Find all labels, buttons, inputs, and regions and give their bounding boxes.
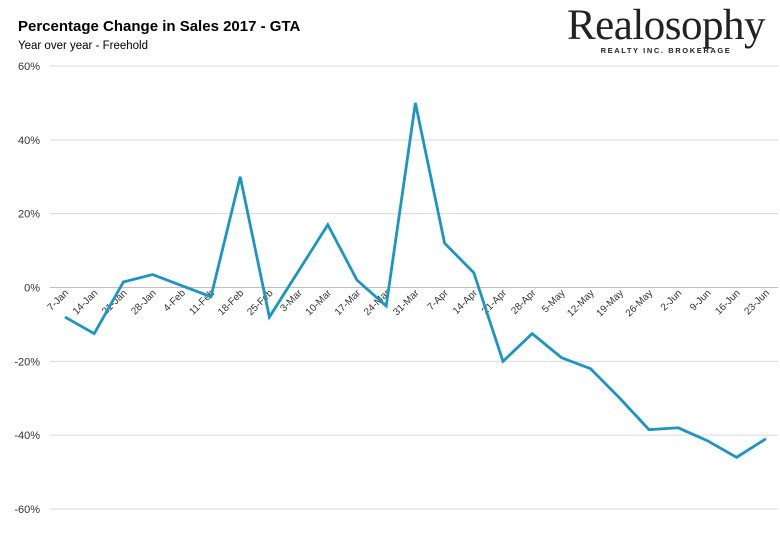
x-tick-label: 10-Mar — [304, 287, 335, 318]
realosophy-logo: Realosophy REALTY INC. BROKERAGE — [560, 2, 772, 56]
logo-wordmark: Realosophy — [566, 2, 766, 49]
x-tick-label: 28-Jan — [129, 288, 158, 317]
x-tick-label: 19-May — [595, 288, 626, 319]
x-tick-label: 14-Jan — [71, 288, 100, 317]
x-tick-label: 4-Feb — [162, 288, 189, 315]
y-tick-label: 20% — [18, 209, 40, 221]
chart-subtitle: Year over year - Freehold — [18, 40, 148, 52]
x-tick-label: 17-Mar — [333, 287, 364, 318]
x-tick-label: 5-May — [540, 288, 567, 315]
x-tick-label: 9-Jun — [688, 288, 713, 313]
series-line — [64, 102, 767, 459]
x-tick-label: 26-May — [624, 288, 655, 319]
x-tick-label: 28-Apr — [509, 287, 538, 316]
x-tick-label: 31-Mar — [391, 287, 422, 318]
x-tick-label: 14-Apr — [451, 287, 480, 316]
x-tick-label: 3-Mar — [278, 287, 305, 314]
x-tick-label: 23-Jun — [743, 288, 772, 317]
y-tick-label: -40% — [14, 430, 40, 442]
x-tick-label: 18-Feb — [216, 288, 246, 318]
chart-title: Percentage Change in Sales 2017 - GTA — [18, 18, 301, 35]
x-tick-label: 7-Jan — [46, 288, 71, 313]
x-tick-label: 12-May — [565, 288, 596, 319]
x-tick-label: 7-Apr — [426, 287, 452, 313]
y-tick-label: 60% — [18, 61, 40, 73]
y-tick-label: 0% — [24, 283, 40, 295]
y-tick-label: -20% — [14, 356, 40, 368]
x-tick-label: 16-Jun — [713, 288, 742, 317]
logo-tagline: REALTY INC. BROKERAGE — [600, 46, 732, 55]
y-tick-label: -60% — [14, 504, 40, 516]
y-tick-label: 40% — [18, 135, 40, 147]
x-tick-label: 2-Jun — [659, 288, 684, 313]
